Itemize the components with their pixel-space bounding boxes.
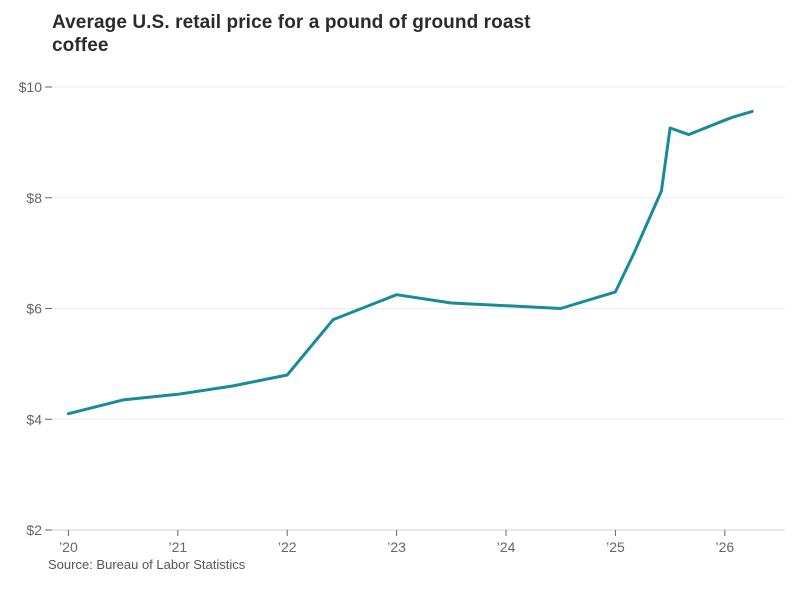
y-tick-label: $6: [26, 301, 42, 317]
chart-title: Average U.S. retail price for a pound of…: [52, 12, 531, 56]
x-tick-label: ’22: [278, 539, 297, 555]
axes: $2 $4 $6 $8 $10 ’20 ’21 ’22 ’23 ’24 ’25 ’26: [19, 79, 785, 555]
x-tick-label: ’21: [168, 539, 187, 555]
x-tick-label: ’25: [606, 539, 625, 555]
series-lines: [66, 109, 754, 416]
x-tick-label: ’26: [715, 539, 734, 555]
y-tick-label: $2: [26, 522, 42, 538]
x-tick-label: ’23: [387, 539, 406, 555]
x-tick-label: ’20: [59, 539, 78, 555]
y-tick-label: $10: [19, 79, 43, 95]
source-note: Source: Bureau of Labor Statistics: [48, 557, 246, 572]
y-tick-label: $8: [26, 190, 42, 206]
series-line-0: [66, 109, 754, 416]
gridlines: [52, 86, 785, 420]
x-tick-label: ’24: [497, 539, 516, 555]
y-tick-label: $4: [26, 411, 42, 427]
